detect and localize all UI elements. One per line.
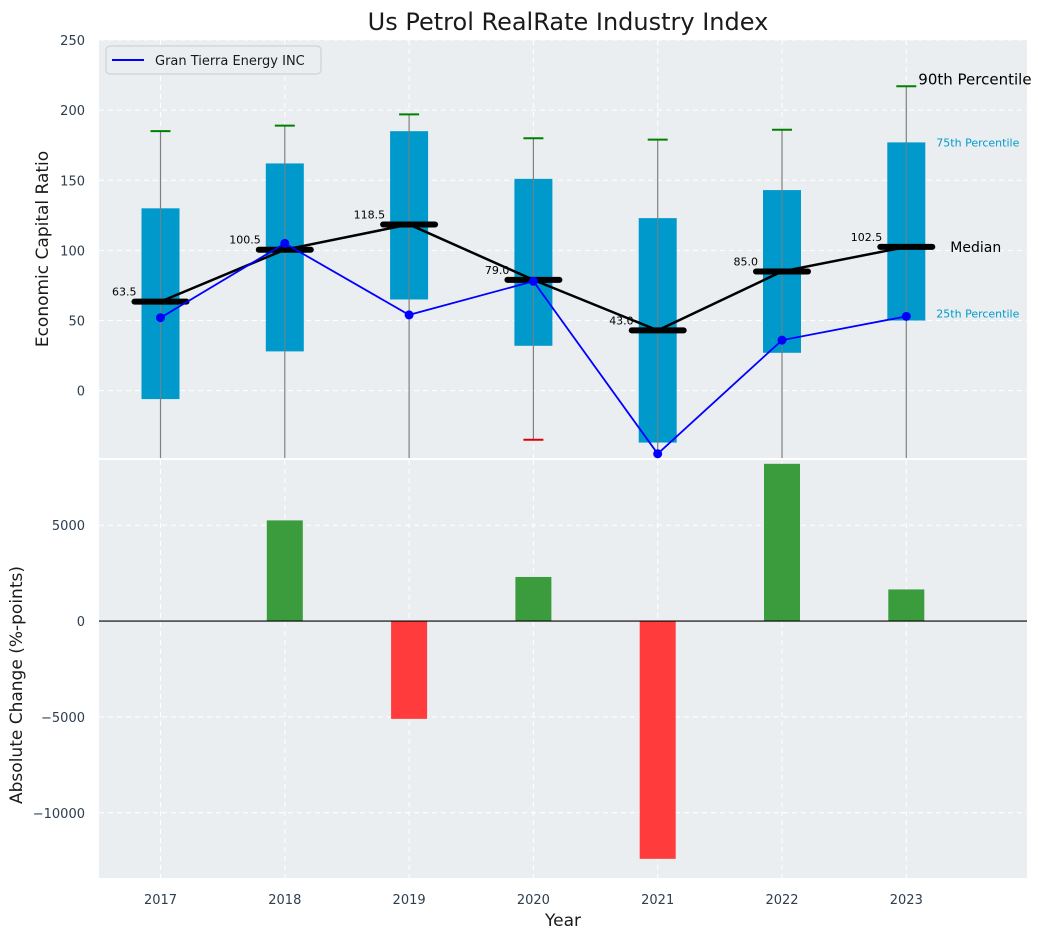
x-ticks: 2017 2018 2019 2020 2021 2022 2023 bbox=[144, 893, 923, 908]
top-y-ticks: 0 50 100 150 200 250 bbox=[60, 34, 85, 400]
legend-box bbox=[105, 45, 322, 75]
bar-series bbox=[99, 463, 1027, 859]
legend-label: Gran Tierra Energy INC bbox=[155, 54, 305, 69]
median-label: 102.5 bbox=[851, 231, 883, 244]
x-tick-label: 2018 bbox=[268, 893, 301, 908]
bottom-y-tick-label: 5000 bbox=[52, 519, 85, 534]
top-y-axis-label: Economic Capital Ratio bbox=[33, 151, 53, 347]
x-tick-label: 2022 bbox=[765, 893, 798, 908]
annotation-median: Median bbox=[950, 240, 1001, 256]
chart-title: Us Petrol RealRate Industry Index bbox=[368, 8, 769, 36]
bar-positive bbox=[764, 463, 800, 622]
median-label: 79.0 bbox=[485, 264, 510, 277]
bar-negative bbox=[639, 621, 676, 859]
series-point bbox=[528, 276, 538, 286]
x-tick-label: 2023 bbox=[890, 893, 923, 908]
box-series: 63.5 100.5 118.5 79.0 43.0 85.0 102.5 bbox=[112, 85, 936, 458]
x-tick-label: 2020 bbox=[517, 893, 550, 908]
annotation-p90: 90th Percentile bbox=[918, 70, 1031, 88]
x-tick-label: 2019 bbox=[393, 893, 426, 908]
bottom-plot-area bbox=[99, 460, 1027, 878]
x-tick-label: 2017 bbox=[144, 893, 177, 908]
median-label: 85.0 bbox=[734, 255, 759, 268]
line-series bbox=[156, 238, 911, 459]
percentile-annotations: 90th Percentile 75th Percentile Median 25th… bbox=[918, 70, 1031, 320]
bar-positive bbox=[266, 520, 303, 622]
series-point bbox=[280, 238, 290, 248]
bar-positive bbox=[515, 576, 552, 622]
bar-positive bbox=[888, 589, 925, 622]
series-point bbox=[901, 311, 911, 321]
bottom-y-tick-label: 0 bbox=[77, 615, 85, 630]
annotation-p25: 25th Percentile bbox=[936, 308, 1019, 321]
top-y-tick-label: 150 bbox=[60, 174, 85, 189]
bottom-y-axis-label: Absolute Change (%-points) bbox=[7, 566, 27, 804]
series-point bbox=[653, 449, 663, 459]
bottom-panel: −10000 −5000 0 5000 2017 2018 2019 2020 2021 202… bbox=[7, 460, 1027, 931]
bottom-y-ticks: −10000 −5000 0 5000 bbox=[33, 519, 85, 822]
median-label: 63.5 bbox=[112, 286, 137, 299]
x-axis-label: Year bbox=[544, 911, 581, 931]
series-point bbox=[777, 335, 787, 345]
annotation-p75: 75th Percentile bbox=[936, 136, 1019, 149]
median-label: 100.5 bbox=[229, 234, 261, 247]
median-label: 118.5 bbox=[354, 208, 386, 221]
top-panel: 0 50 100 150 200 250 63.5 100.5 118.5 79.0 43.0 85… bbox=[33, 34, 1032, 459]
top-y-tick-label: 200 bbox=[60, 104, 85, 119]
legend: Gran Tierra Energy INC bbox=[105, 45, 322, 75]
top-y-tick-label: 50 bbox=[68, 315, 85, 330]
top-y-tick-label: 0 bbox=[77, 385, 85, 400]
top-y-tick-label: 100 bbox=[60, 244, 85, 259]
series-point bbox=[404, 310, 414, 320]
series-point bbox=[156, 313, 165, 323]
top-y-tick-label: 250 bbox=[60, 34, 85, 49]
bar-negative bbox=[391, 621, 428, 719]
median-label: 43.0 bbox=[609, 314, 634, 327]
x-tick-label: 2021 bbox=[641, 893, 674, 908]
bottom-y-tick-label: −5000 bbox=[41, 711, 85, 726]
bottom-y-tick-label: −10000 bbox=[33, 807, 85, 822]
